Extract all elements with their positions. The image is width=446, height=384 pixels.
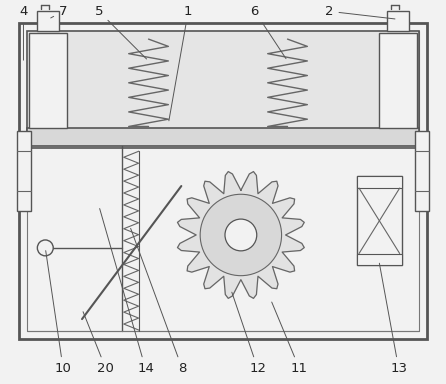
Text: 5: 5 [95, 5, 147, 59]
Text: 12: 12 [232, 292, 266, 375]
Bar [27, 31, 419, 331]
Bar [20, 23, 426, 339]
Circle shape [200, 194, 281, 276]
Text: 20: 20 [83, 312, 114, 375]
Text: 11: 11 [272, 302, 308, 375]
Text: 6: 6 [251, 5, 286, 59]
Circle shape [225, 219, 257, 251]
Text: 8: 8 [131, 228, 186, 375]
Bar [27, 129, 419, 146]
Text: 2: 2 [325, 5, 395, 19]
Text: 7: 7 [51, 5, 67, 18]
Text: 1: 1 [169, 5, 193, 121]
Text: 4: 4 [19, 5, 28, 60]
Bar [387, 11, 409, 31]
Bar [357, 176, 402, 265]
Bar [29, 33, 67, 129]
Bar [357, 253, 402, 265]
Text: 14: 14 [99, 209, 154, 375]
Text: 10: 10 [45, 251, 72, 375]
Polygon shape [178, 172, 304, 298]
Bar [37, 11, 59, 31]
Bar [415, 131, 429, 211]
Circle shape [37, 240, 53, 256]
Bar [27, 31, 419, 148]
Text: 13: 13 [380, 263, 407, 375]
Bar [357, 176, 402, 188]
Bar [379, 33, 417, 129]
Bar [17, 131, 31, 211]
